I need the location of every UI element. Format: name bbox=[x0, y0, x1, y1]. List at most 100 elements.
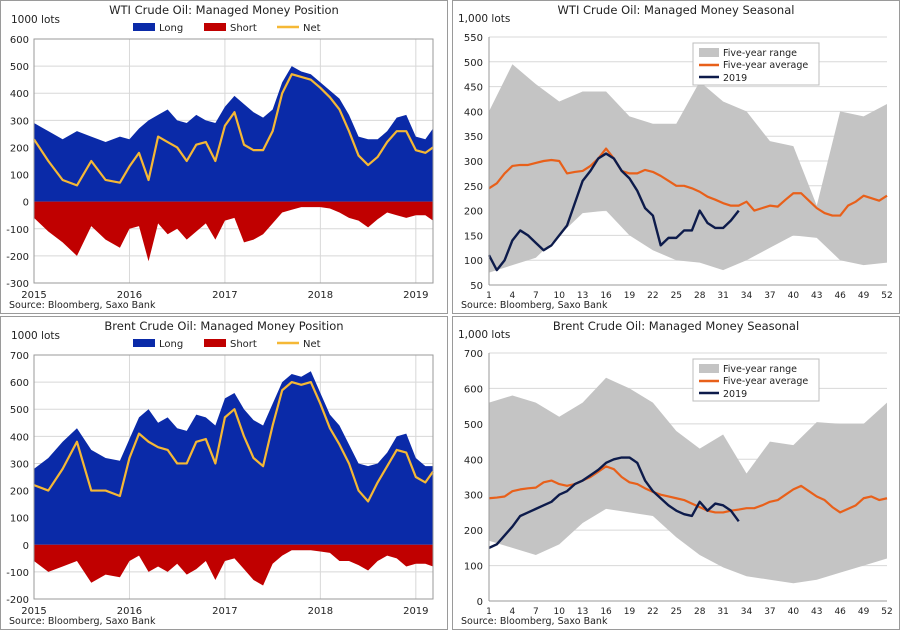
y-tick-label: -100 bbox=[6, 225, 29, 236]
x-tick-label: 49 bbox=[858, 607, 870, 617]
x-tick-label: 2019 bbox=[403, 606, 428, 617]
legend-swatch-long bbox=[133, 339, 155, 347]
x-tick-label: 25 bbox=[671, 607, 682, 617]
legend-swatch-short bbox=[204, 23, 226, 31]
x-tick-label: 2015 bbox=[21, 290, 46, 301]
legend-swatch-range bbox=[699, 48, 719, 57]
plot-frame bbox=[33, 354, 434, 600]
x-tick-label: 2019 bbox=[403, 290, 428, 301]
y-tick-label: 500 bbox=[10, 62, 29, 73]
x-tick-label: 40 bbox=[788, 607, 800, 617]
y-tick-label: 300 bbox=[464, 157, 483, 168]
y-tick-label: -200 bbox=[6, 252, 29, 263]
wti-seasonal-panel: WTI Crude Oil: Managed Money Seasonal 1,0… bbox=[452, 0, 900, 314]
y-tick-label: 200 bbox=[464, 207, 483, 218]
x-tick-label: 16 bbox=[600, 291, 612, 301]
x-tick-label: 2016 bbox=[117, 290, 142, 301]
x-tick-label: 2016 bbox=[117, 606, 142, 617]
legend-label-range: Five-year range bbox=[723, 364, 797, 375]
y-tick-label: 600 bbox=[10, 35, 29, 46]
y-tick-label: 300 bbox=[464, 491, 483, 502]
y-tick-label: 400 bbox=[464, 455, 483, 466]
legend-label-long: Long bbox=[159, 339, 183, 350]
short-area bbox=[34, 544, 433, 586]
chart-title: Brent Crude Oil: Managed Money Seasonal bbox=[553, 319, 799, 333]
chart-title: WTI Crude Oil: Managed Money Seasonal bbox=[558, 3, 795, 17]
x-tick-label: 46 bbox=[834, 291, 846, 301]
line-2019 bbox=[488, 456, 740, 549]
unit-label: 1,000 lots bbox=[458, 329, 510, 341]
x-tick-label: 1 bbox=[486, 291, 492, 301]
y-tick-label: 600 bbox=[464, 384, 483, 395]
five-year-average-line bbox=[488, 465, 888, 514]
source-note: Source: Bloomberg, Saxo Bank bbox=[9, 616, 156, 627]
x-tick-label: 40 bbox=[788, 291, 800, 301]
y-tick-label: 300 bbox=[10, 459, 29, 470]
chart-title: WTI Crude Oil: Managed Money Position bbox=[109, 3, 339, 17]
legend-label-short: Short bbox=[230, 23, 257, 34]
y-tick-label: 150 bbox=[464, 231, 483, 242]
legend-label-average: Five-year average bbox=[723, 376, 808, 387]
x-tick-label: 46 bbox=[834, 607, 846, 617]
x-tick-label: 31 bbox=[717, 291, 728, 301]
x-tick-label: 2018 bbox=[308, 290, 333, 301]
x-tick-label: 28 bbox=[694, 291, 706, 301]
legend-label-range: Five-year range bbox=[723, 48, 797, 59]
x-tick-label: 22 bbox=[647, 607, 658, 617]
y-tick-label: 200 bbox=[464, 526, 483, 537]
five-year-range-area bbox=[489, 377, 887, 584]
x-tick-label: 28 bbox=[694, 607, 706, 617]
x-tick-label: 43 bbox=[811, 291, 822, 301]
x-tick-label: 16 bbox=[600, 607, 612, 617]
brent-position-panel: Brent Crude Oil: Managed Money Position 1… bbox=[0, 316, 448, 630]
y-tick-label: 100 bbox=[10, 514, 29, 525]
x-tick-label: 34 bbox=[741, 291, 753, 301]
brent-seasonal-panel: Brent Crude Oil: Managed Money Seasonal 1… bbox=[452, 316, 900, 630]
x-tick-label: 19 bbox=[624, 607, 636, 617]
y-tick-label: 400 bbox=[464, 107, 483, 118]
y-tick-label: 0 bbox=[477, 597, 483, 608]
x-tick-label: 7 bbox=[533, 291, 539, 301]
unit-label: 1000 lots bbox=[11, 14, 60, 26]
x-tick-label: 10 bbox=[554, 607, 566, 617]
y-tick-label: 400 bbox=[10, 89, 29, 100]
source-note: Source: Bloomberg, Saxo Bank bbox=[461, 300, 608, 311]
x-tick-label: 52 bbox=[881, 291, 892, 301]
x-tick-label: 22 bbox=[647, 291, 658, 301]
y-tick-label: 0 bbox=[23, 198, 29, 209]
net-line bbox=[33, 381, 434, 503]
five-year-range-area bbox=[489, 64, 887, 273]
y-tick-label: 500 bbox=[10, 405, 29, 416]
y-tick-label: 200 bbox=[10, 143, 29, 154]
x-tick-label: 43 bbox=[811, 607, 822, 617]
y-tick-label: 550 bbox=[464, 33, 483, 44]
x-tick-label: 2017 bbox=[212, 606, 237, 617]
legend-label-short: Short bbox=[230, 339, 257, 350]
y-tick-label: 600 bbox=[10, 378, 29, 389]
y-tick-label: 200 bbox=[10, 487, 29, 498]
legend-swatch-long bbox=[133, 23, 155, 31]
y-tick-label: 100 bbox=[10, 171, 29, 182]
x-tick-label: 2015 bbox=[21, 606, 46, 617]
y-tick-label: -300 bbox=[6, 279, 29, 290]
y-tick-label: 450 bbox=[464, 83, 483, 94]
wti-position-chart: WTI Crude Oil: Managed Money Position 100… bbox=[6, 3, 434, 311]
unit-label: 1000 lots bbox=[11, 330, 60, 342]
brent-seasonal-chart: Brent Crude Oil: Managed Money Seasonal 1… bbox=[458, 319, 893, 627]
short-area bbox=[34, 201, 433, 262]
source-note: Source: Bloomberg, Saxo Bank bbox=[461, 616, 608, 627]
wti-seasonal-chart: WTI Crude Oil: Managed Money Seasonal 1,0… bbox=[458, 3, 893, 311]
brent-position-chart: Brent Crude Oil: Managed Money Position 1… bbox=[6, 319, 434, 627]
y-tick-label: 100 bbox=[464, 562, 483, 573]
line-2019 bbox=[487, 152, 740, 272]
x-tick-label: 4 bbox=[510, 291, 516, 301]
y-tick-label: 350 bbox=[464, 132, 483, 143]
legend-swatch-range bbox=[699, 364, 719, 373]
x-tick-label: 2018 bbox=[308, 606, 333, 617]
y-tick-label: -200 bbox=[6, 595, 29, 606]
x-tick-label: 13 bbox=[577, 291, 588, 301]
legend-label-2019: 2019 bbox=[723, 389, 747, 400]
unit-label: 1,000 lots bbox=[458, 13, 510, 25]
